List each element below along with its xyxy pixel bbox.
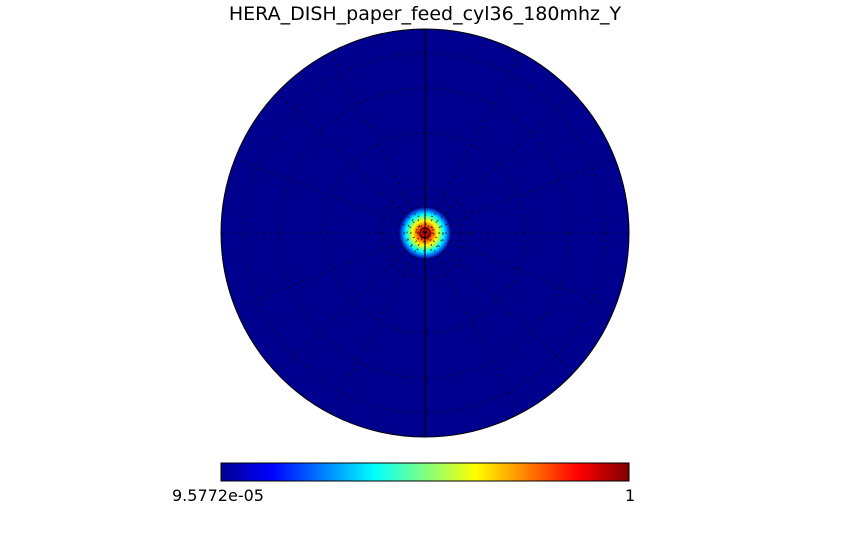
chart-title: HERA_DISH_paper_feed_cyl36_180mhz_Y	[228, 3, 622, 25]
colorbar-max-label: 1	[625, 486, 636, 505]
beam-peak-marker	[419, 227, 431, 239]
colorbar	[220, 462, 630, 482]
sky-disk-outline	[220, 28, 630, 438]
colorbar-min-label: 9.5772e-05	[172, 486, 264, 505]
